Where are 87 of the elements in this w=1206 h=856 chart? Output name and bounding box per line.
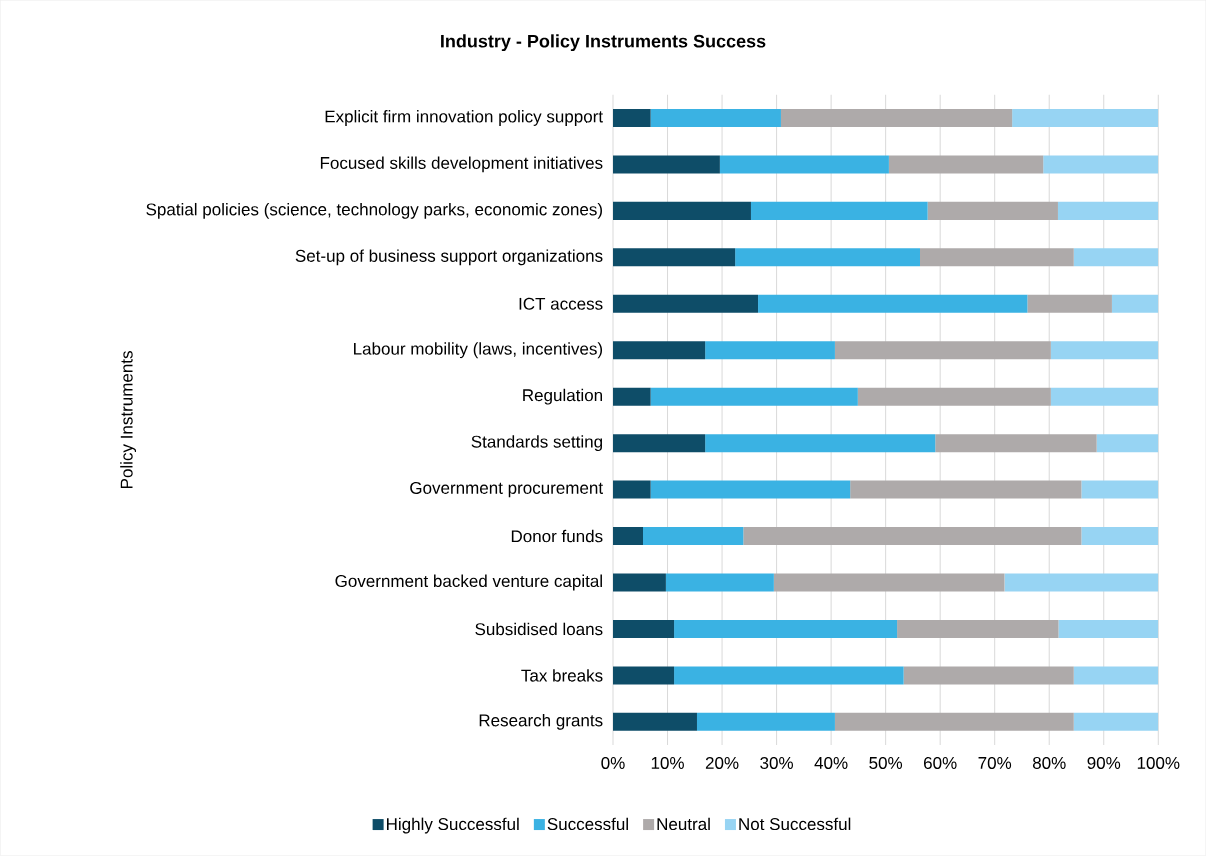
bar [1081,480,1159,499]
bar [613,712,697,731]
chart-title: Industry - Policy Instruments Success [441,34,766,52]
y-tick-label: Standards setting [471,435,603,452]
bar [897,620,1059,639]
bar [1057,201,1159,220]
bar [613,155,720,174]
bar [1004,573,1159,592]
bar [1073,712,1159,731]
y-tick-label: ICT access [519,297,603,310]
bar [1081,527,1159,546]
y-tick-label: Focused skills development initiatives [320,156,603,173]
bar [780,109,1013,128]
x-tick-label: 60% [924,757,957,770]
bar [613,527,643,546]
x-tick-label: 80% [1032,757,1066,770]
bar [613,666,675,685]
y-tick-label: Spatial policies (science, technology parks, economic zones) [146,203,602,219]
bar [650,480,851,499]
bar [1027,294,1112,313]
bar [613,573,666,592]
bar [613,387,651,406]
bar [773,573,1005,592]
bar [1050,341,1159,360]
bar [650,387,858,406]
x-tick-label: 90% [1087,757,1121,770]
y-tick-label: Research grants [479,714,603,730]
bar [1050,387,1159,406]
bar [1012,109,1159,128]
bar [1073,248,1159,267]
bar [903,666,1074,685]
bar [674,666,904,685]
bar [643,527,744,546]
bar [857,387,1051,406]
bar [927,201,1058,220]
bar [735,248,920,267]
y-axis-title: Policy Instruments [120,351,137,489]
legend-label: Not Successful [739,817,851,831]
x-tick-label: 0% [601,757,625,770]
x-tick-label: 40% [814,757,848,770]
bar [935,434,1097,453]
legend-label: Neutral [657,817,710,831]
bar [750,201,928,220]
bar [1096,434,1159,453]
bar [613,109,651,128]
y-tick-label: Labour mobility (laws, incentives) [354,342,603,359]
x-tick-label: 30% [760,757,793,770]
y-tick-label: Donor funds [511,529,603,543]
bar [1111,294,1159,313]
y-tick-label: Tax breaks [521,669,603,682]
bar [1058,620,1159,639]
bar [834,341,1051,360]
x-tick-label: 10% [651,757,684,770]
bar [650,109,781,128]
bar [919,248,1074,267]
y-tick-label: Government backed venture capital [335,574,602,591]
y-tick-label: Subsidised loans [475,622,603,636]
bar [665,573,774,592]
bar [613,294,759,313]
x-tick-label: 50% [869,757,903,770]
bar [705,341,835,360]
bar [705,434,936,453]
bar [613,480,651,499]
x-tick-label: 20% [705,757,739,770]
bar [674,620,898,639]
bar [850,480,1082,499]
bar [696,712,835,731]
y-tick-label: Government procurement [410,481,603,498]
y-tick-label: Regulation [523,388,602,405]
bar [613,248,736,267]
bar [758,294,1028,313]
bar [613,201,751,220]
bar [613,341,706,360]
y-tick-label: Explicit firm innovation policy support [325,110,603,126]
bar [613,434,706,453]
bar [834,712,1074,731]
y-tick-label: Set-up of business support organizations [295,249,603,266]
bar [888,155,1044,174]
bar [719,155,889,174]
legend-label: Highly Successful [387,817,519,834]
bar [613,620,675,639]
bar [743,527,1082,546]
legend-label: Successful [547,817,628,831]
bar [1043,155,1159,174]
x-tick-label: 100% [1137,757,1180,770]
x-tick-label: 70% [978,757,1012,770]
bar [1073,666,1159,685]
